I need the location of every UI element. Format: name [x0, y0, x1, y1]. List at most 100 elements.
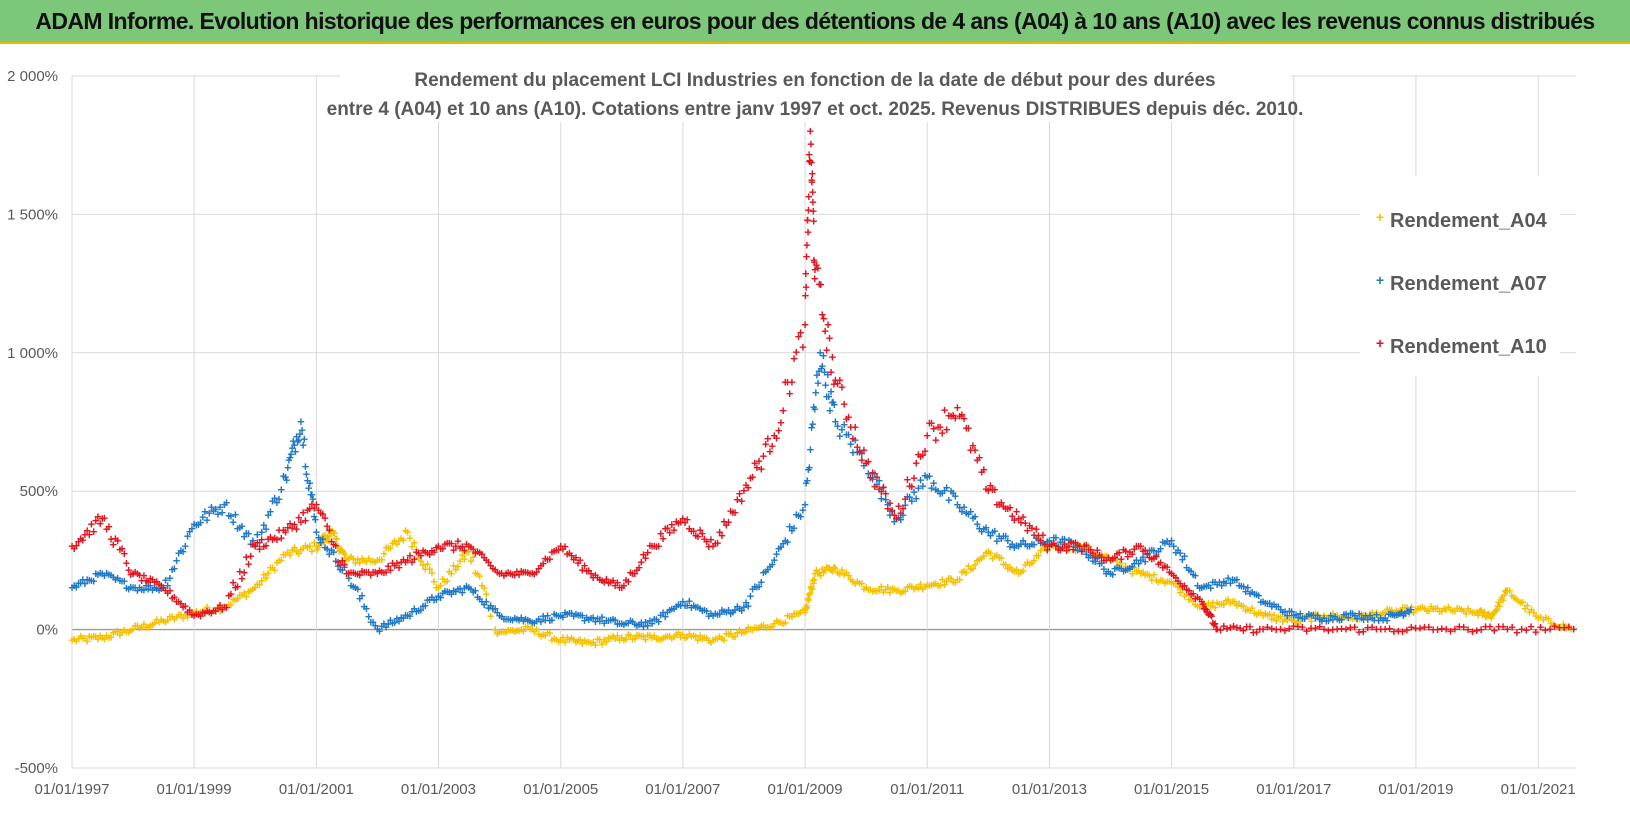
data-point: +	[1166, 574, 1174, 589]
data-point: +	[432, 592, 440, 607]
data-point: +	[500, 568, 508, 583]
data-point: +	[310, 500, 318, 515]
data-point: +	[886, 585, 894, 600]
data-point: +	[1052, 538, 1060, 553]
data-point: +	[1487, 610, 1495, 625]
data-point: +	[967, 504, 975, 519]
data-point: +	[1144, 566, 1152, 581]
data-point: +	[1041, 537, 1049, 552]
data-point: +	[912, 455, 920, 470]
data-point: +	[945, 570, 953, 585]
data-point: +	[1030, 537, 1038, 552]
data-point: +	[1176, 585, 1184, 600]
data-point: +	[830, 397, 838, 412]
data-point: +	[566, 545, 574, 560]
data-point: +	[1290, 608, 1298, 623]
data-point: +	[1438, 621, 1446, 636]
data-point: +	[1087, 545, 1095, 560]
data-point: +	[568, 548, 576, 563]
data-point: +	[563, 546, 571, 561]
data-point: +	[267, 504, 275, 519]
data-point: +	[188, 606, 196, 621]
data-point: +	[987, 545, 995, 560]
data-point: +	[873, 584, 881, 599]
data-point: +	[952, 488, 960, 503]
data-point: +	[802, 279, 810, 294]
data-point: +	[430, 574, 438, 589]
data-point: +	[448, 566, 456, 581]
data-point: +	[273, 532, 281, 547]
data-point: +	[716, 629, 724, 644]
data-point: +	[629, 566, 637, 581]
data-point: +	[1207, 581, 1215, 596]
data-point: +	[908, 494, 916, 509]
data-point: +	[371, 618, 379, 633]
data-point: +	[96, 516, 104, 531]
data-point: +	[709, 539, 717, 554]
data-point: +	[1139, 549, 1147, 564]
data-point: +	[445, 564, 453, 579]
data-point: +	[807, 442, 815, 457]
data-point: +	[1194, 598, 1202, 613]
data-point: +	[144, 582, 152, 597]
data-point: +	[1063, 543, 1071, 558]
data-point: +	[380, 546, 388, 561]
data-point: +	[919, 479, 927, 494]
data-point: +	[570, 552, 578, 567]
data-point: +	[1174, 573, 1182, 588]
data-point: +	[840, 397, 848, 412]
data-point: +	[404, 552, 412, 567]
data-point: +	[921, 468, 929, 483]
data-point: +	[509, 623, 517, 638]
data-point: +	[168, 562, 176, 577]
x-tick-label: 01/01/1999	[157, 781, 232, 798]
data-point: +	[395, 533, 403, 548]
data-point: +	[1408, 600, 1416, 615]
data-point: +	[768, 557, 776, 572]
data-point: +	[657, 526, 665, 541]
data-point: +	[1242, 584, 1250, 599]
data-point: +	[688, 629, 696, 644]
data-point: +	[186, 524, 194, 539]
data-point: +	[751, 620, 759, 635]
data-point: +	[319, 531, 327, 546]
data-point: +	[293, 544, 301, 559]
data-point: +	[616, 632, 624, 647]
data-point: +	[304, 502, 312, 517]
data-point: +	[605, 613, 613, 628]
data-point: +	[941, 577, 949, 592]
data-point: +	[611, 612, 619, 627]
data-point: +	[408, 604, 416, 619]
data-point: +	[1512, 591, 1520, 606]
data-point: +	[620, 578, 628, 593]
data-point: +	[1338, 611, 1346, 626]
data-point: +	[1091, 550, 1099, 565]
data-point: +	[688, 523, 696, 538]
data-point: +	[160, 580, 168, 595]
data-point: +	[627, 628, 635, 643]
data-point: +	[804, 225, 812, 240]
data-point: +	[306, 501, 314, 516]
data-point: +	[1495, 594, 1503, 609]
data-point: +	[779, 403, 787, 418]
data-point: +	[173, 609, 181, 624]
data-point: +	[637, 629, 645, 644]
data-point: +	[694, 529, 702, 544]
data-point: +	[393, 556, 401, 571]
data-point: +	[934, 578, 942, 593]
data-point: +	[1155, 544, 1163, 559]
data-point: +	[810, 575, 818, 590]
data-point: +	[807, 136, 815, 151]
data-point: +	[1399, 600, 1407, 615]
data-point: +	[819, 359, 827, 374]
data-point: +	[860, 581, 868, 596]
data-point: +	[703, 631, 711, 646]
data-point: +	[585, 563, 593, 578]
data-point: +	[1015, 539, 1023, 554]
data-point: +	[114, 571, 122, 586]
data-point: +	[779, 616, 787, 631]
data-point: +	[609, 573, 617, 588]
data-point: +	[1485, 606, 1493, 621]
data-point: +	[1377, 607, 1385, 622]
data-point: +	[1109, 552, 1117, 567]
